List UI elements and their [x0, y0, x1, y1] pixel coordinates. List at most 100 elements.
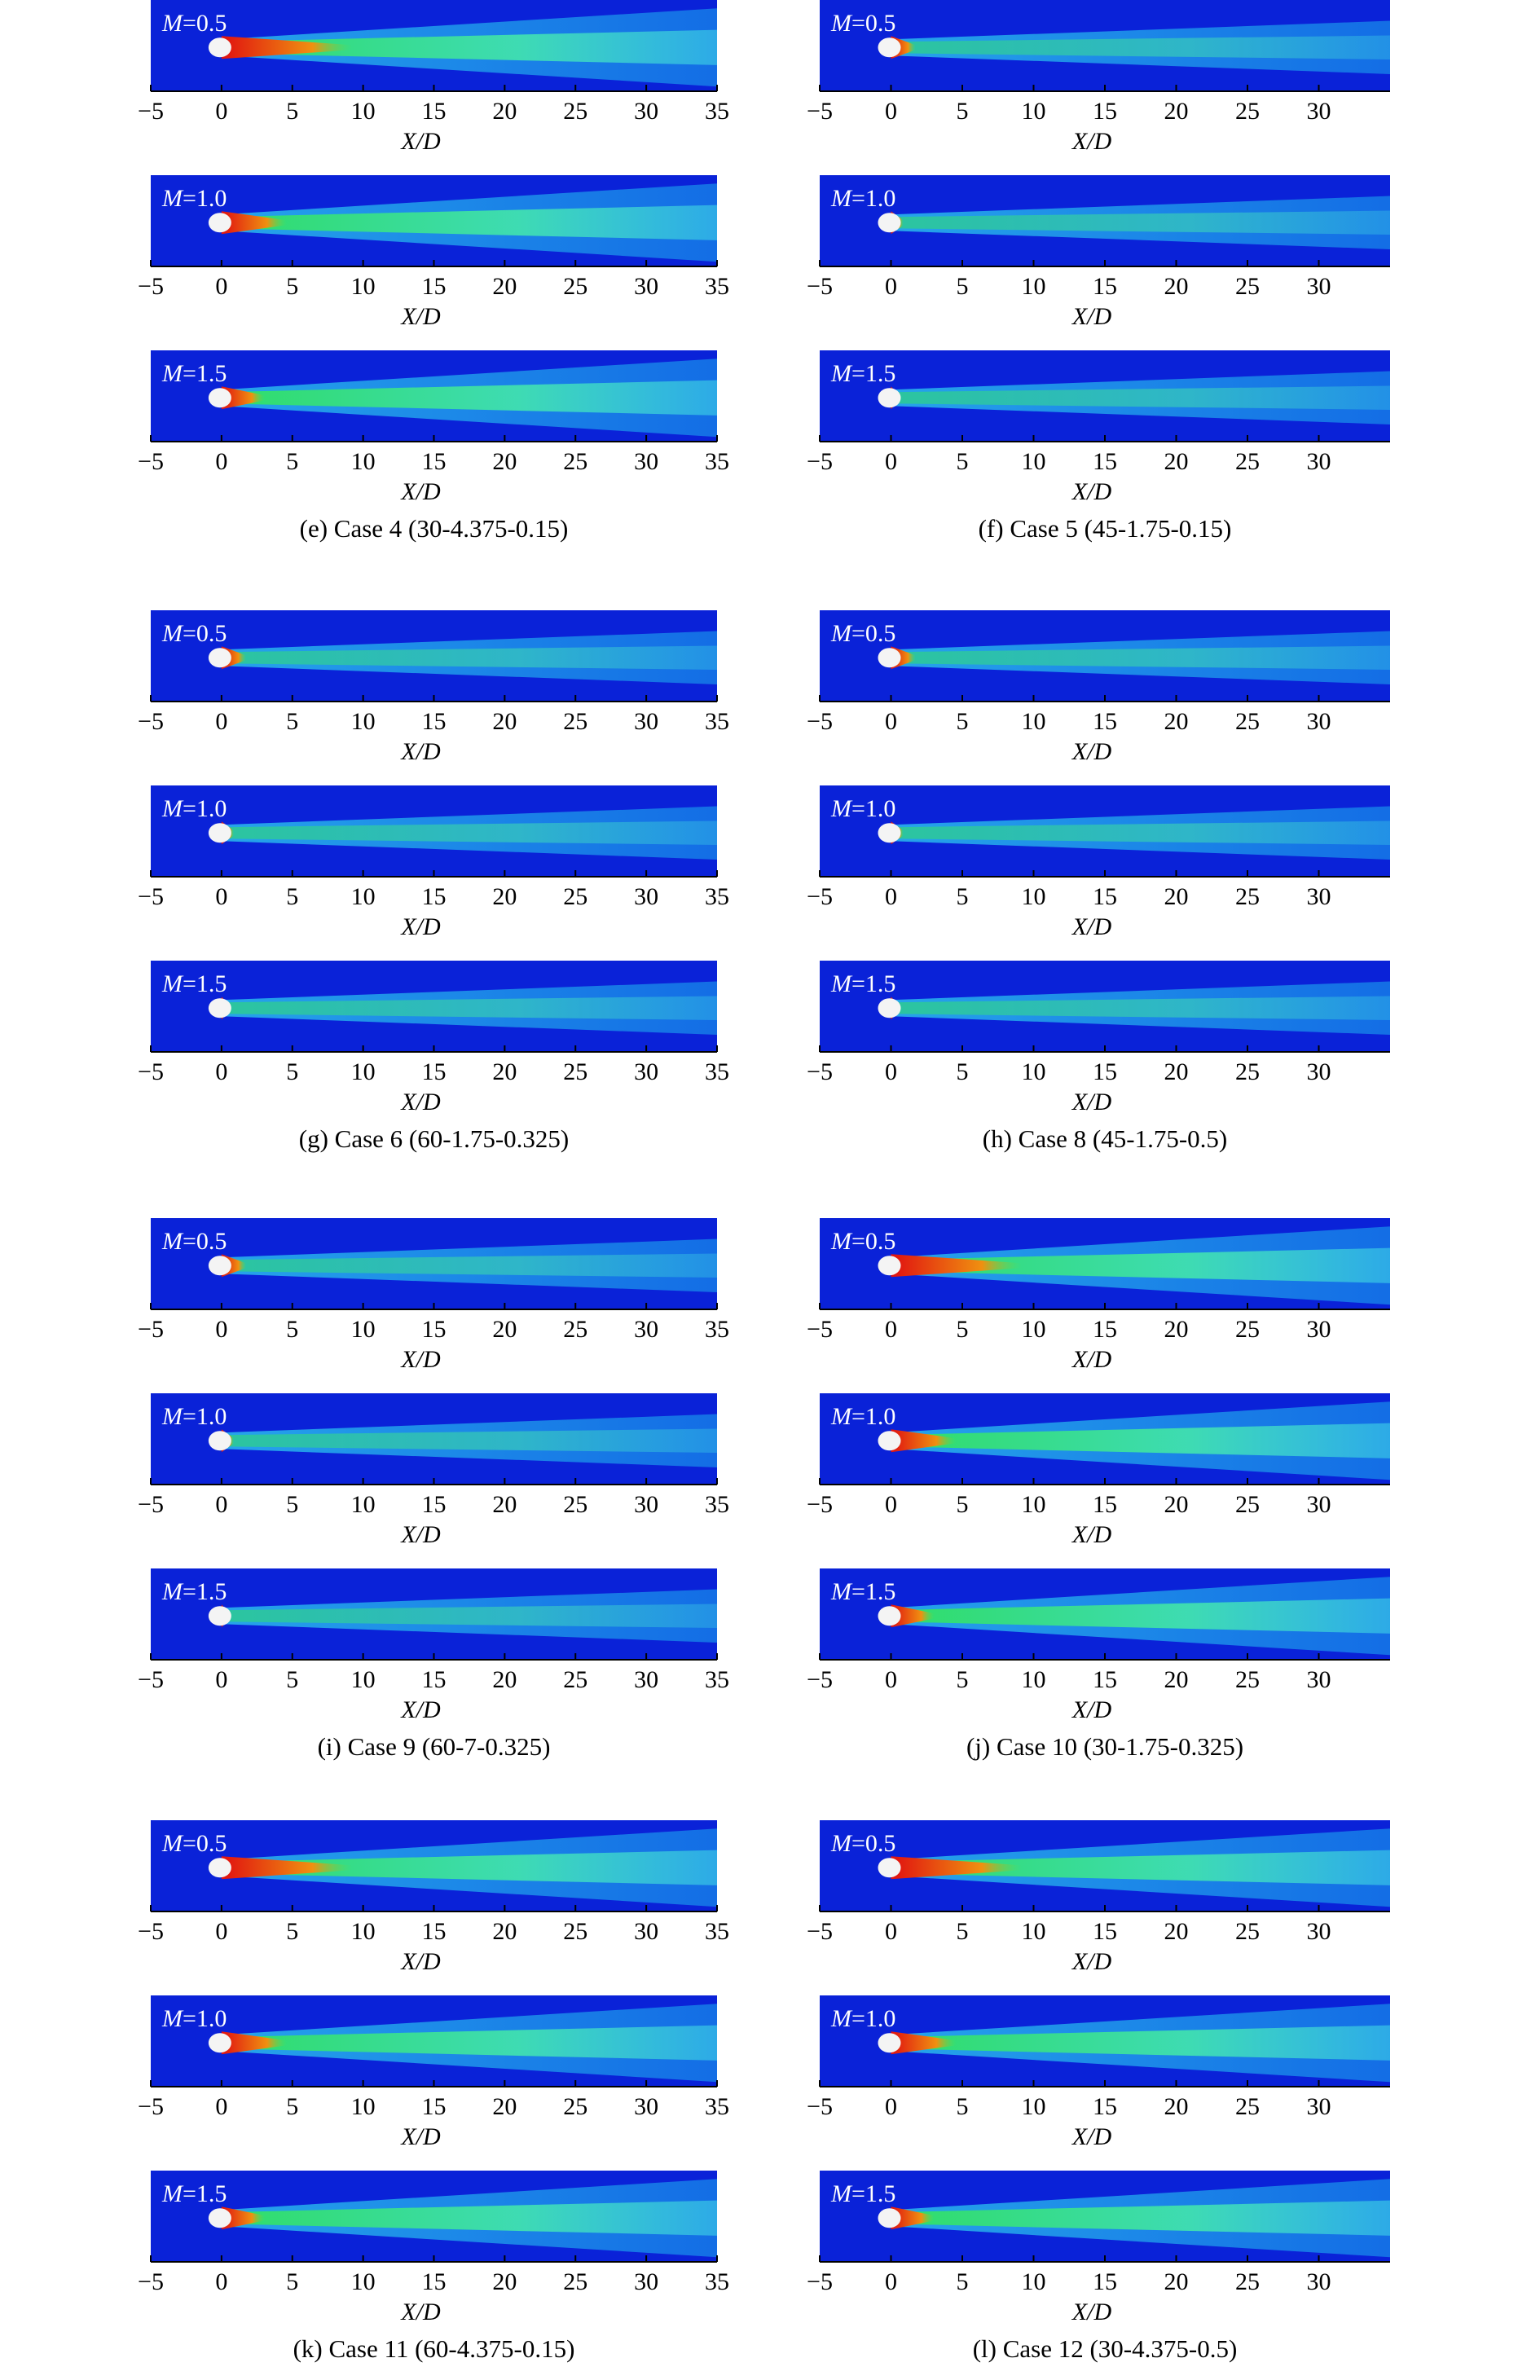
- x-tick-label: 30: [634, 1058, 658, 1085]
- x-tick-label: −5: [807, 708, 833, 735]
- caption: (l) Case 12 (30-4.375-0.5): [973, 2334, 1238, 2363]
- m-var: M: [830, 620, 853, 647]
- x-tick-label: 30: [634, 883, 658, 910]
- m-eq: =0.5: [183, 620, 227, 647]
- x-tick-label: 30: [1307, 448, 1331, 475]
- panel: M=0.5−5 0 5 10 15 20 25 30 35X/DM=1.0−5 0 5 10 15 20 2…: [138, 1820, 729, 2363]
- plume-inner: [891, 996, 1390, 1020]
- m-eq: =1.0: [851, 185, 895, 212]
- plume-inner: [891, 1247, 1390, 1283]
- m-var: M: [830, 185, 853, 212]
- x-tick-label: 35: [705, 1058, 729, 1085]
- x-tick-label: 30: [1307, 1918, 1331, 1945]
- x-axis-label: X/D: [1071, 1089, 1112, 1115]
- x-tick-label: 30: [634, 1316, 658, 1343]
- x-tick-label: 25: [1235, 883, 1260, 910]
- x-tick-label: 20: [492, 1491, 517, 1518]
- x-tick-label: 10: [1022, 1316, 1046, 1343]
- subplot: M=0.5 −5 0 5 10 15 20 25 30 35 X/D: [138, 0, 729, 155]
- cylinder: [208, 998, 231, 1018]
- x-tick-label: 15: [1093, 2093, 1117, 2120]
- x-axis-label: X/D: [1071, 303, 1112, 330]
- x-tick-label: 15: [422, 708, 447, 735]
- plume-inner: [891, 645, 1390, 670]
- m-eq: =1.0: [851, 1403, 895, 1430]
- plume-inner: [221, 2025, 717, 2061]
- core: [891, 2031, 957, 2055]
- x-tick-label: 20: [1164, 708, 1189, 735]
- plume-inner: [221, 205, 717, 240]
- x-axis-label: X/D: [1071, 478, 1112, 505]
- x-tick-label: 10: [1022, 273, 1046, 300]
- x-tick-label: 35: [705, 1316, 729, 1343]
- m-var: M: [830, 2180, 853, 2207]
- x-axis-label: X/D: [400, 738, 441, 765]
- x-tick-label: 15: [422, 1918, 447, 1945]
- x-axis-label: X/D: [1071, 2123, 1112, 2150]
- x-tick-label: 25: [563, 1316, 587, 1343]
- x-tick-label: −5: [807, 1058, 833, 1085]
- x-tick-label: 30: [634, 708, 658, 735]
- x-tick-label: 0: [215, 2268, 227, 2295]
- x-tick-label: 0: [885, 1316, 897, 1343]
- x-tick-label: 20: [1164, 1918, 1189, 1945]
- plume-inner: [891, 210, 1390, 235]
- plume-inner: [221, 1253, 717, 1278]
- m-label: M=1.5: [830, 970, 895, 997]
- x-tick-label: 15: [422, 1058, 447, 1085]
- x-tick-label: 5: [957, 883, 969, 910]
- m-eq: =0.5: [183, 1228, 227, 1255]
- m-label: M=1.0: [830, 1403, 895, 1430]
- m-var: M: [161, 1403, 184, 1430]
- m-label: M=0.5: [161, 1228, 227, 1255]
- x-tick-label: 25: [1235, 708, 1260, 735]
- panel: M=0.5−5 0 5 10 15 20 25 30X/DM=1.0−5 0 5 10 15 20 25 3…: [807, 610, 1390, 1153]
- subplot: M=1.5 −5 0 5 10 15 20 25 30 35 X/D: [138, 350, 729, 505]
- x-tick-label: 30: [1307, 1058, 1331, 1085]
- cylinder: [878, 37, 901, 58]
- x-tick-label: 30: [634, 448, 658, 475]
- x-tick-label: 5: [286, 1918, 298, 1945]
- x-tick-label: 25: [1235, 273, 1260, 300]
- subplot: M=1.0 −5 0 5 10 15 20 25 30 X/D: [807, 1393, 1390, 1548]
- x-tick-label: 15: [1093, 1666, 1117, 1693]
- x-tick-label: 25: [1235, 448, 1260, 475]
- x-tick-label: 5: [957, 708, 969, 735]
- x-tick-label: 20: [1164, 2093, 1189, 2120]
- x-tick-label: 15: [1093, 98, 1117, 125]
- m-eq: =0.5: [851, 1830, 895, 1857]
- core: [891, 1429, 957, 1453]
- x-tick-label: 15: [422, 1491, 447, 1518]
- x-tick-label: 0: [215, 98, 227, 125]
- x-tick-label: 5: [286, 2268, 298, 2295]
- x-tick-label: −5: [807, 2093, 833, 2120]
- x-tick-label: 5: [957, 1666, 969, 1693]
- core: [221, 36, 352, 59]
- x-tick-label: 15: [422, 883, 447, 910]
- x-tick-label: 30: [634, 2093, 658, 2120]
- m-eq: =1.5: [851, 970, 895, 997]
- x-tick-label: 20: [492, 2268, 517, 2295]
- x-tick-label: 30: [1307, 1491, 1331, 1518]
- subplot: M=1.5 −5 0 5 10 15 20 25 30 35 X/D: [138, 2171, 729, 2325]
- plume-inner: [891, 1423, 1390, 1458]
- m-label: M=1.5: [161, 970, 227, 997]
- x-tick-label: 5: [286, 448, 298, 475]
- x-tick-label: 10: [351, 708, 376, 735]
- x-axis-label: X/D: [1071, 913, 1112, 940]
- x-tick-label: 5: [957, 448, 969, 475]
- x-tick-label: 25: [1235, 1666, 1260, 1693]
- subplot: M=0.5 −5 0 5 10 15 20 25 30 35 X/D: [138, 1218, 729, 1373]
- x-tick-label: 10: [351, 2093, 376, 2120]
- m-var: M: [830, 795, 853, 822]
- x-tick-label: 10: [351, 273, 376, 300]
- m-var: M: [830, 970, 853, 997]
- caption: (h) Case 8 (45-1.75-0.5): [983, 1124, 1227, 1153]
- x-tick-label: 0: [885, 883, 897, 910]
- x-tick-label: −5: [807, 1666, 833, 1693]
- x-axis-label: X/D: [1071, 738, 1112, 765]
- m-label: M=1.0: [830, 795, 895, 822]
- core: [891, 1856, 1022, 1880]
- x-tick-label: 30: [1307, 883, 1331, 910]
- x-tick-label: 20: [492, 273, 517, 300]
